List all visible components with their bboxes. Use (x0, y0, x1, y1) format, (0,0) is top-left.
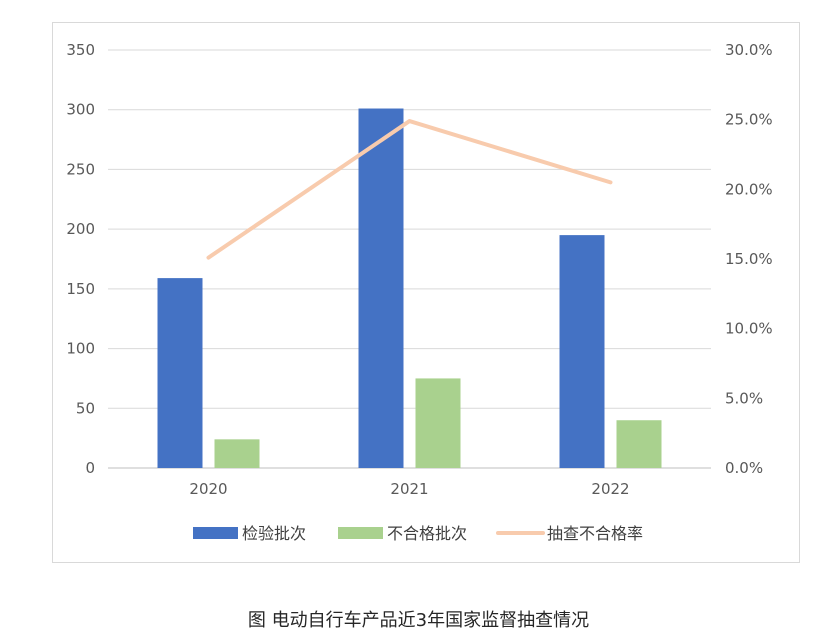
bar-failed-2020 (214, 439, 260, 468)
right-tick-label: 0.0% (725, 459, 763, 477)
bar-inspected-2022 (559, 235, 605, 468)
left-axis-ticks: 0 50 100 150 200 250 300 350 (66, 41, 95, 477)
right-tick-label: 30.0% (725, 41, 773, 59)
gridlines (108, 49, 711, 469)
chart-svg: 0 50 100 150 200 250 300 350 0.0% 5.0% 10.0% 15.0%… (66, 41, 773, 543)
right-tick-label: 5.0% (725, 389, 763, 407)
left-tick-label: 100 (66, 340, 95, 358)
rate-line (206, 119, 613, 260)
left-tick-label: 300 (66, 101, 95, 119)
figure-caption: 图 电动自行车产品近3年国家监督抽查情况 (247, 610, 590, 631)
chart-frame: 0 50 100 150 200 250 300 350 0.0% 5.0% 10.0% 15.0%… (52, 22, 800, 563)
legend-label: 不合格批次 (387, 524, 467, 543)
rate-line-group (206, 119, 613, 260)
bar-failed-2021 (415, 378, 461, 468)
right-tick-label: 20.0% (725, 180, 773, 198)
bar-inspected-2021 (358, 108, 404, 469)
left-tick-label: 350 (66, 41, 95, 59)
x-tick-label: 2020 (189, 480, 227, 498)
left-tick-label: 250 (66, 160, 95, 178)
x-axis-ticks: 2020 2021 2022 (189, 480, 629, 498)
left-tick-label: 50 (76, 399, 95, 417)
x-tick-label: 2021 (390, 480, 428, 498)
right-tick-label: 15.0% (725, 250, 773, 268)
legend-label: 抽查不合格率 (547, 524, 643, 543)
bar-failed-2022 (616, 420, 662, 468)
right-tick-label: 10.0% (725, 320, 773, 338)
legend-swatch (193, 527, 238, 539)
bars (157, 108, 662, 469)
legend-label: 检验批次 (242, 524, 306, 543)
x-tick-label: 2022 (591, 480, 629, 498)
left-tick-label: 0 (85, 459, 95, 477)
left-tick-label: 150 (66, 280, 95, 298)
legend: 检验批次 不合格批次 抽查不合格率 (193, 524, 643, 543)
right-tick-label: 25.0% (725, 111, 773, 129)
bar-inspected-2020 (157, 278, 203, 468)
left-tick-label: 200 (66, 220, 95, 238)
right-axis-ticks: 0.0% 5.0% 10.0% 15.0% 20.0% 25.0% 30.0% (725, 41, 773, 477)
legend-swatch (338, 527, 383, 539)
